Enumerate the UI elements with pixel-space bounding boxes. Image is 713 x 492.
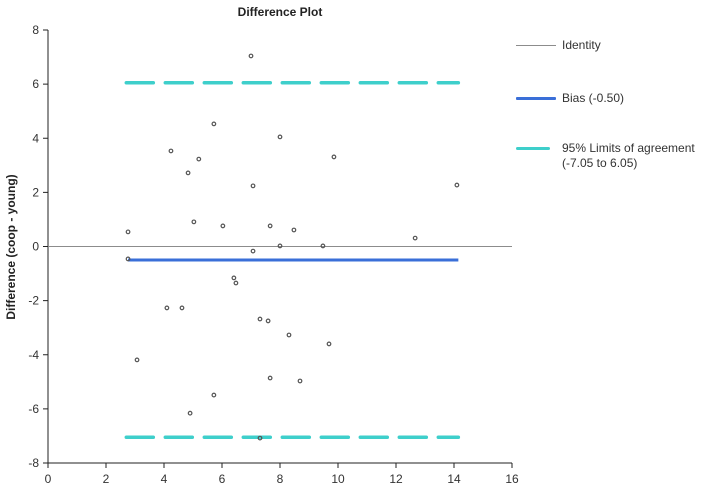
data-point xyxy=(250,183,256,189)
data-point xyxy=(297,378,303,384)
data-point xyxy=(164,305,170,311)
data-point xyxy=(326,341,332,347)
data-point xyxy=(257,316,263,322)
y-tick-label: 2 xyxy=(32,185,39,199)
data-point xyxy=(291,227,297,233)
data-point xyxy=(267,375,273,381)
x-tick-label: 8 xyxy=(277,472,284,486)
data-point xyxy=(277,134,283,140)
legend-label-loa: 95% Limits of agreement (-7.05 to 6.05) xyxy=(562,141,695,171)
legend-label-loa-line1: 95% Limits of agreement xyxy=(562,141,695,155)
y-tick-label: -2 xyxy=(28,294,39,308)
y-axis-label: Difference (coop - young) xyxy=(4,174,18,319)
data-points xyxy=(125,53,460,441)
data-point xyxy=(211,392,217,398)
x-tick-label: 12 xyxy=(389,472,403,486)
x-tick-label: 14 xyxy=(447,472,461,486)
x-tick-label: 4 xyxy=(161,472,168,486)
data-point xyxy=(211,121,217,127)
data-point xyxy=(265,318,271,324)
y-tick-label: 6 xyxy=(32,77,39,91)
data-point xyxy=(277,243,283,249)
x-tick-label: 2 xyxy=(103,472,110,486)
data-point xyxy=(267,223,273,229)
y-tick-label: -4 xyxy=(28,348,39,362)
y-tick-label: 8 xyxy=(32,23,39,37)
x-tick-label: 10 xyxy=(331,472,345,486)
x-tick-label: 0 xyxy=(45,472,52,486)
y-tick-label: -8 xyxy=(28,456,39,470)
legend-label-loa-line2: (-7.05 to 6.05) xyxy=(562,156,638,170)
data-point xyxy=(179,305,185,311)
data-point xyxy=(250,248,256,254)
legend-swatch-identity xyxy=(516,38,562,52)
data-point xyxy=(125,256,131,262)
y-tick-label: 0 xyxy=(32,240,39,254)
axes: -8 -6 -4 -2 0 2 4 6 8 0 2 4 6 8 10 12 14 16 xyxy=(28,23,519,486)
reference-lines xyxy=(48,81,512,440)
data-point xyxy=(125,229,131,235)
legend-item-identity: Identity xyxy=(516,38,601,53)
data-point xyxy=(257,435,263,441)
data-point xyxy=(248,53,254,59)
data-point xyxy=(231,275,237,281)
data-point xyxy=(412,235,418,241)
data-point xyxy=(168,148,174,154)
data-point xyxy=(331,154,337,160)
legend-item-bias: Bias (-0.50) xyxy=(516,91,624,106)
legend-swatch-bias xyxy=(516,91,562,105)
legend-label-bias: Bias (-0.50) xyxy=(562,91,625,105)
legend-swatch-loa xyxy=(516,141,562,155)
data-point xyxy=(286,332,292,338)
y-tick-label: 4 xyxy=(32,131,39,145)
data-point xyxy=(233,280,239,286)
legend-item-loa: 95% Limits of agreement (-7.05 to 6.05) xyxy=(516,141,695,171)
x-tick-label: 6 xyxy=(219,472,226,486)
data-point xyxy=(454,182,460,188)
legend-label-identity: Identity xyxy=(562,38,601,52)
data-point xyxy=(134,357,140,363)
data-point xyxy=(185,170,191,176)
x-tick-label: 16 xyxy=(505,472,519,486)
data-point xyxy=(196,156,202,162)
data-point xyxy=(220,223,226,229)
data-point xyxy=(187,410,193,416)
y-tick-label: -6 xyxy=(28,402,39,416)
data-point xyxy=(191,219,197,225)
data-point xyxy=(320,243,326,249)
chart-title: Difference Plot xyxy=(238,5,323,19)
